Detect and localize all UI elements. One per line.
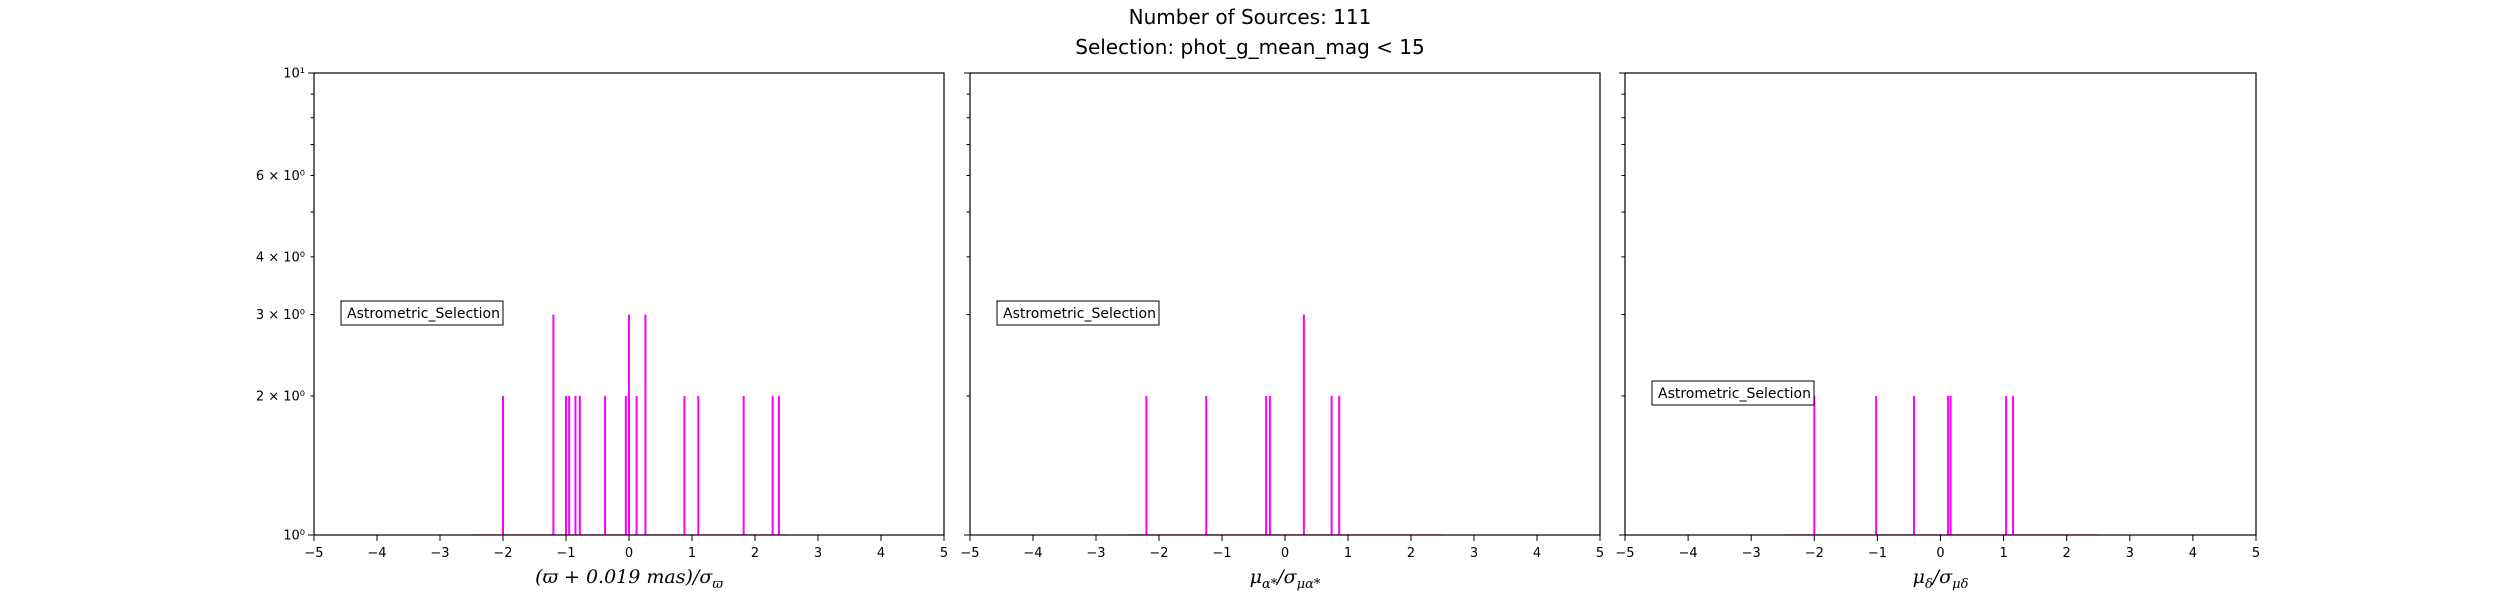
annotation-box (996, 300, 1160, 326)
y-tick-label: 4 × 10⁰ (256, 250, 305, 265)
y-tick-label: 2 × 10⁰ (256, 389, 305, 404)
x-tick-label: −3 (1086, 546, 1105, 561)
x-tick-label: 0 (1936, 546, 1944, 561)
x-tick-label: 3 (1470, 546, 1478, 561)
figure-title-line1: Number of Sources: 111 (1129, 5, 1372, 29)
x-tick-label: 4 (2189, 546, 2197, 561)
x-tick-label: −5 (1615, 546, 1634, 561)
panel-pmra-significance: −5 −4 −3 −2 −1 0 1 2 3 4 5 Astrometric_Selection μα*… (960, 72, 1604, 592)
annotation-box (1651, 380, 1815, 406)
y-tick-label: 10¹ (283, 67, 305, 82)
x-tick-label: 2 (751, 546, 759, 561)
y-tick-label: 3 × 10⁰ (256, 308, 305, 323)
y-tick-label: 10⁰ (283, 529, 305, 544)
x-tick-label: 3 (814, 546, 822, 561)
x-tick-label: 1 (688, 546, 696, 561)
x-tick-label: −4 (1679, 546, 1698, 561)
x-tick-label: −3 (1742, 546, 1761, 561)
x-tick-label: 5 (1596, 546, 1604, 561)
x-tick-label: −5 (960, 546, 979, 561)
panel-parallax-significance: −5 −4 −3 −2 −1 0 1 2 3 4 5 10⁰ 2 × 10⁰ 3 × 10⁰ 4 × 10⁰… (256, 67, 948, 593)
x-tick-label: −2 (1805, 546, 1824, 561)
x-tick-label: 4 (877, 546, 885, 561)
x-tick-label: 3 (2126, 546, 2134, 561)
x-tick-label: −1 (1868, 546, 1887, 561)
annotation-text: Astrometric_Selection (1003, 306, 1156, 322)
x-tick-label: 2 (2063, 546, 2071, 561)
x-axis-label: μδ/σμδ (1913, 566, 1969, 592)
y-tick-label: 6 × 10⁰ (256, 169, 305, 184)
x-tick-label: −5 (304, 546, 323, 561)
x-tick-label: −4 (367, 546, 386, 561)
annotation-box (340, 300, 504, 326)
x-tick-label: 2 (1407, 546, 1415, 561)
x-tick-label: 0 (1281, 546, 1289, 561)
x-tick-label: 5 (940, 546, 948, 561)
x-axis-label: (ϖ + 0.019 mas)/σϖ (535, 566, 723, 592)
selection-annotation: Astrometric_Selection (996, 300, 1160, 326)
x-axis-label: μα*/σμα* (1250, 566, 1321, 592)
x-tick-label: −2 (1149, 546, 1168, 561)
figure-title-line2: Selection: phot_g_mean_mag < 15 (1075, 35, 1424, 59)
x-tick-label: 1 (1999, 546, 2007, 561)
panel-pmdec-significance: −5 −4 −3 −2 −1 0 1 2 3 4 5 Astrometric_Selection μδ/… (1615, 72, 2260, 592)
x-tick-label: 1 (1344, 546, 1352, 561)
x-tick-label: −1 (1212, 546, 1231, 561)
x-tick-label: 4 (1533, 546, 1541, 561)
x-tick-label: −1 (556, 546, 575, 561)
annotation-text: Astrometric_Selection (347, 306, 500, 322)
x-tick-label: 5 (2252, 546, 2260, 561)
x-tick-label: 0 (625, 546, 633, 561)
x-tick-label: −2 (493, 546, 512, 561)
x-tick-label: −3 (430, 546, 449, 561)
selection-annotation: Astrometric_Selection (1651, 380, 1815, 406)
selection-annotation: Astrometric_Selection (340, 300, 504, 326)
annotation-text: Astrometric_Selection (1658, 386, 1811, 402)
x-tick-label: −4 (1023, 546, 1042, 561)
